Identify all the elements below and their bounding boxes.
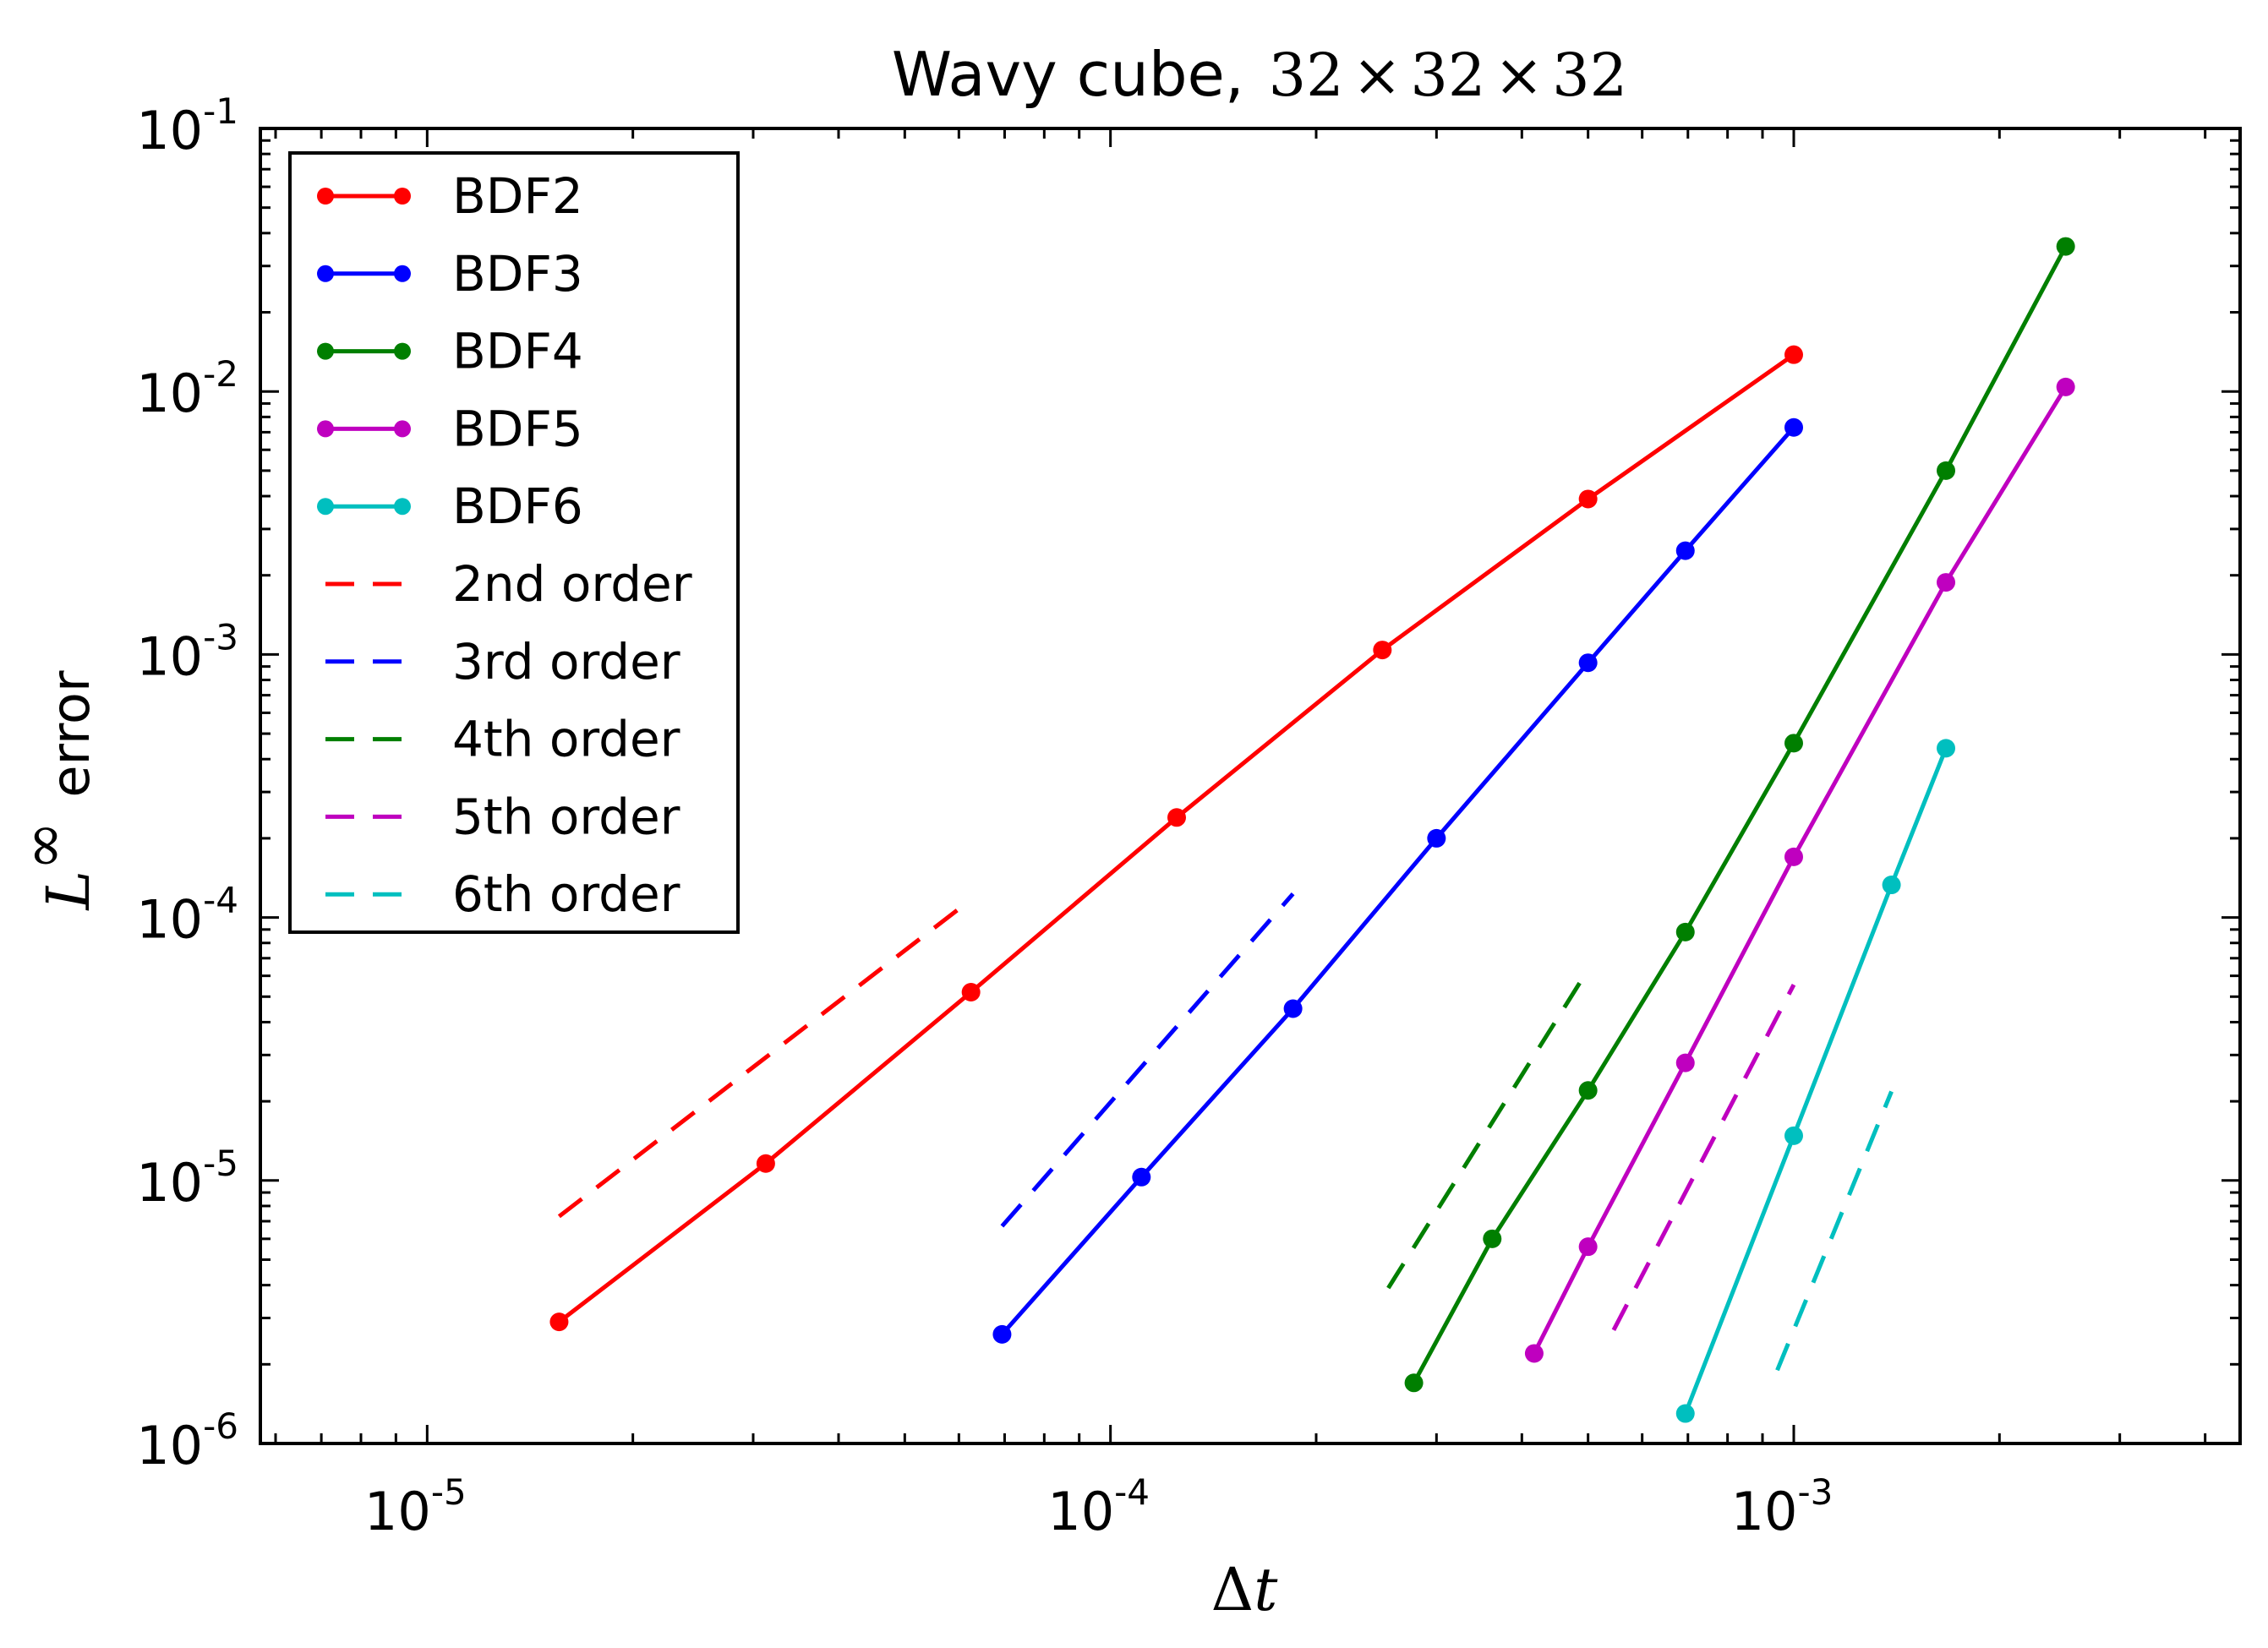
data-point-bdf5: [1937, 573, 1956, 592]
y-tick-label: 10-6: [136, 1405, 238, 1476]
series-5th-order: [1611, 984, 1796, 1331]
legend-label-bdf4: BDF4: [452, 323, 583, 380]
data-point-bdf5: [1784, 847, 1803, 866]
reference-line-2nd-order: [557, 898, 973, 1219]
legend-marker-bdf5: [317, 420, 334, 438]
data-point-bdf6: [1784, 1126, 1803, 1145]
data-point-bdf6: [1882, 876, 1901, 895]
legend-label-3rd-order: 3rd order: [452, 633, 680, 690]
legend-label-6th-order: 6th order: [452, 865, 680, 923]
data-point-bdf3: [1675, 541, 1695, 560]
legend-item-3rd-order: 3rd order: [325, 633, 680, 690]
y-tick-label: 10-4: [136, 880, 238, 951]
x-tick-label: 10-4: [1047, 1471, 1150, 1542]
series-bdf6: [1675, 739, 1956, 1423]
series-4th-order: [1386, 968, 1590, 1290]
data-point-bdf3: [992, 1324, 1012, 1344]
data-point-bdf2: [1784, 345, 1803, 364]
legend-marker-bdf5: [394, 420, 411, 438]
data-point-bdf5: [1578, 1237, 1598, 1257]
data-point-bdf2: [756, 1154, 775, 1173]
legend-marker-bdf2: [394, 188, 411, 205]
reference-line-4th-order: [1386, 968, 1590, 1290]
series-bdf2: [549, 345, 1803, 1332]
legend-item-5th-order: 5th order: [325, 788, 680, 845]
data-point-bdf2: [961, 982, 981, 1001]
line-bdf5: [1532, 385, 2068, 1355]
legend-item-bdf3: BDF3: [317, 245, 583, 303]
data-point-bdf6: [1937, 739, 1956, 758]
x-tick-label: 10-5: [364, 1471, 467, 1542]
y-tick-label: 10-5: [136, 1143, 238, 1214]
data-point-bdf4: [1404, 1373, 1424, 1393]
data-point-bdf5: [1524, 1344, 1544, 1363]
legend-item-4th-order: 4th order: [325, 711, 680, 768]
data-point-bdf5: [2056, 377, 2075, 396]
legend: BDF2 BDF3 BDF4 BDF5 BDF6 2nd order 3rd order 4t…: [288, 151, 740, 934]
series-bdf5: [1524, 377, 2075, 1363]
series-6th-order: [1775, 1090, 1894, 1372]
data-point-bdf4: [2056, 237, 2075, 256]
legend-marker-bdf4: [394, 342, 411, 360]
legend-item-6th-order: 6th order: [325, 865, 680, 923]
y-axis-label: L∞error: [8, 670, 103, 911]
legend-label-bdf6: BDF6: [452, 477, 583, 535]
y-tick-label: 10-2: [136, 353, 238, 424]
data-point-bdf2: [549, 1312, 569, 1332]
legend-label-bdf2: BDF2: [452, 167, 583, 225]
legend-item-bdf2: BDF2: [317, 167, 583, 225]
plot-frame: [259, 127, 2242, 1445]
legend-item-2nd-order: 2nd order: [325, 555, 692, 613]
data-point-bdf3: [1784, 417, 1803, 437]
series-3rd-order: [1000, 892, 1295, 1228]
legend-label-2nd-order: 2nd order: [452, 555, 692, 613]
y-tick-label: 10-1: [136, 90, 238, 161]
data-point-bdf4: [1937, 461, 1956, 480]
data-point-bdf3: [1578, 653, 1598, 673]
x-tick-label: 10-3: [1731, 1471, 1834, 1542]
reference-line-3rd-order: [1000, 892, 1295, 1228]
legend-label-5th-order: 5th order: [452, 788, 680, 845]
series-bdf4: [1404, 237, 2075, 1393]
series-bdf3: [992, 417, 1803, 1344]
legend-marker-bdf6: [317, 498, 334, 516]
plot-series: [549, 237, 2075, 1423]
legend-marker-bdf6: [394, 498, 411, 516]
reference-line-6th-order: [1775, 1090, 1894, 1372]
line-bdf6: [1683, 747, 1948, 1415]
data-point-bdf4: [1578, 1081, 1598, 1100]
data-point-bdf2: [1167, 808, 1186, 827]
series-2nd-order: [557, 898, 973, 1219]
legend-box: [288, 151, 740, 934]
x-axis-label: Δt: [1211, 1555, 1279, 1624]
legend-marker-bdf3: [317, 265, 334, 282]
data-point-bdf3: [1283, 999, 1303, 1018]
axis-ticks: 10-5 10-4 10-3 10-6 10-5 10-4 10-3 10-2 10-1: [136, 90, 2240, 1542]
data-point-bdf4: [1483, 1229, 1502, 1248]
legend-marker-bdf3: [394, 265, 411, 282]
data-point-bdf4: [1784, 734, 1803, 753]
data-point-bdf3: [1427, 828, 1446, 848]
chart-title: Wavy cube, 32 × 32 × 32: [892, 39, 1627, 110]
legend-marker-bdf4: [317, 342, 334, 360]
data-point-bdf6: [1675, 1404, 1695, 1423]
data-point-bdf5: [1675, 1053, 1695, 1072]
data-point-bdf3: [1132, 1167, 1151, 1187]
data-point-bdf2: [1373, 641, 1392, 660]
legend-label-bdf3: BDF3: [452, 245, 583, 303]
legend-label-4th-order: 4th order: [452, 711, 680, 768]
data-point-bdf2: [1578, 489, 1598, 509]
reference-line-5th-order: [1611, 984, 1796, 1331]
legend-item-bdf6: BDF6: [317, 477, 583, 535]
legend-label-bdf5: BDF5: [452, 400, 583, 457]
legend-item-bdf5: BDF5: [317, 400, 583, 457]
legend-item-bdf4: BDF4: [317, 323, 583, 380]
legend-marker-bdf2: [317, 188, 334, 205]
data-point-bdf4: [1675, 922, 1695, 941]
y-tick-label: 10-3: [136, 616, 238, 687]
